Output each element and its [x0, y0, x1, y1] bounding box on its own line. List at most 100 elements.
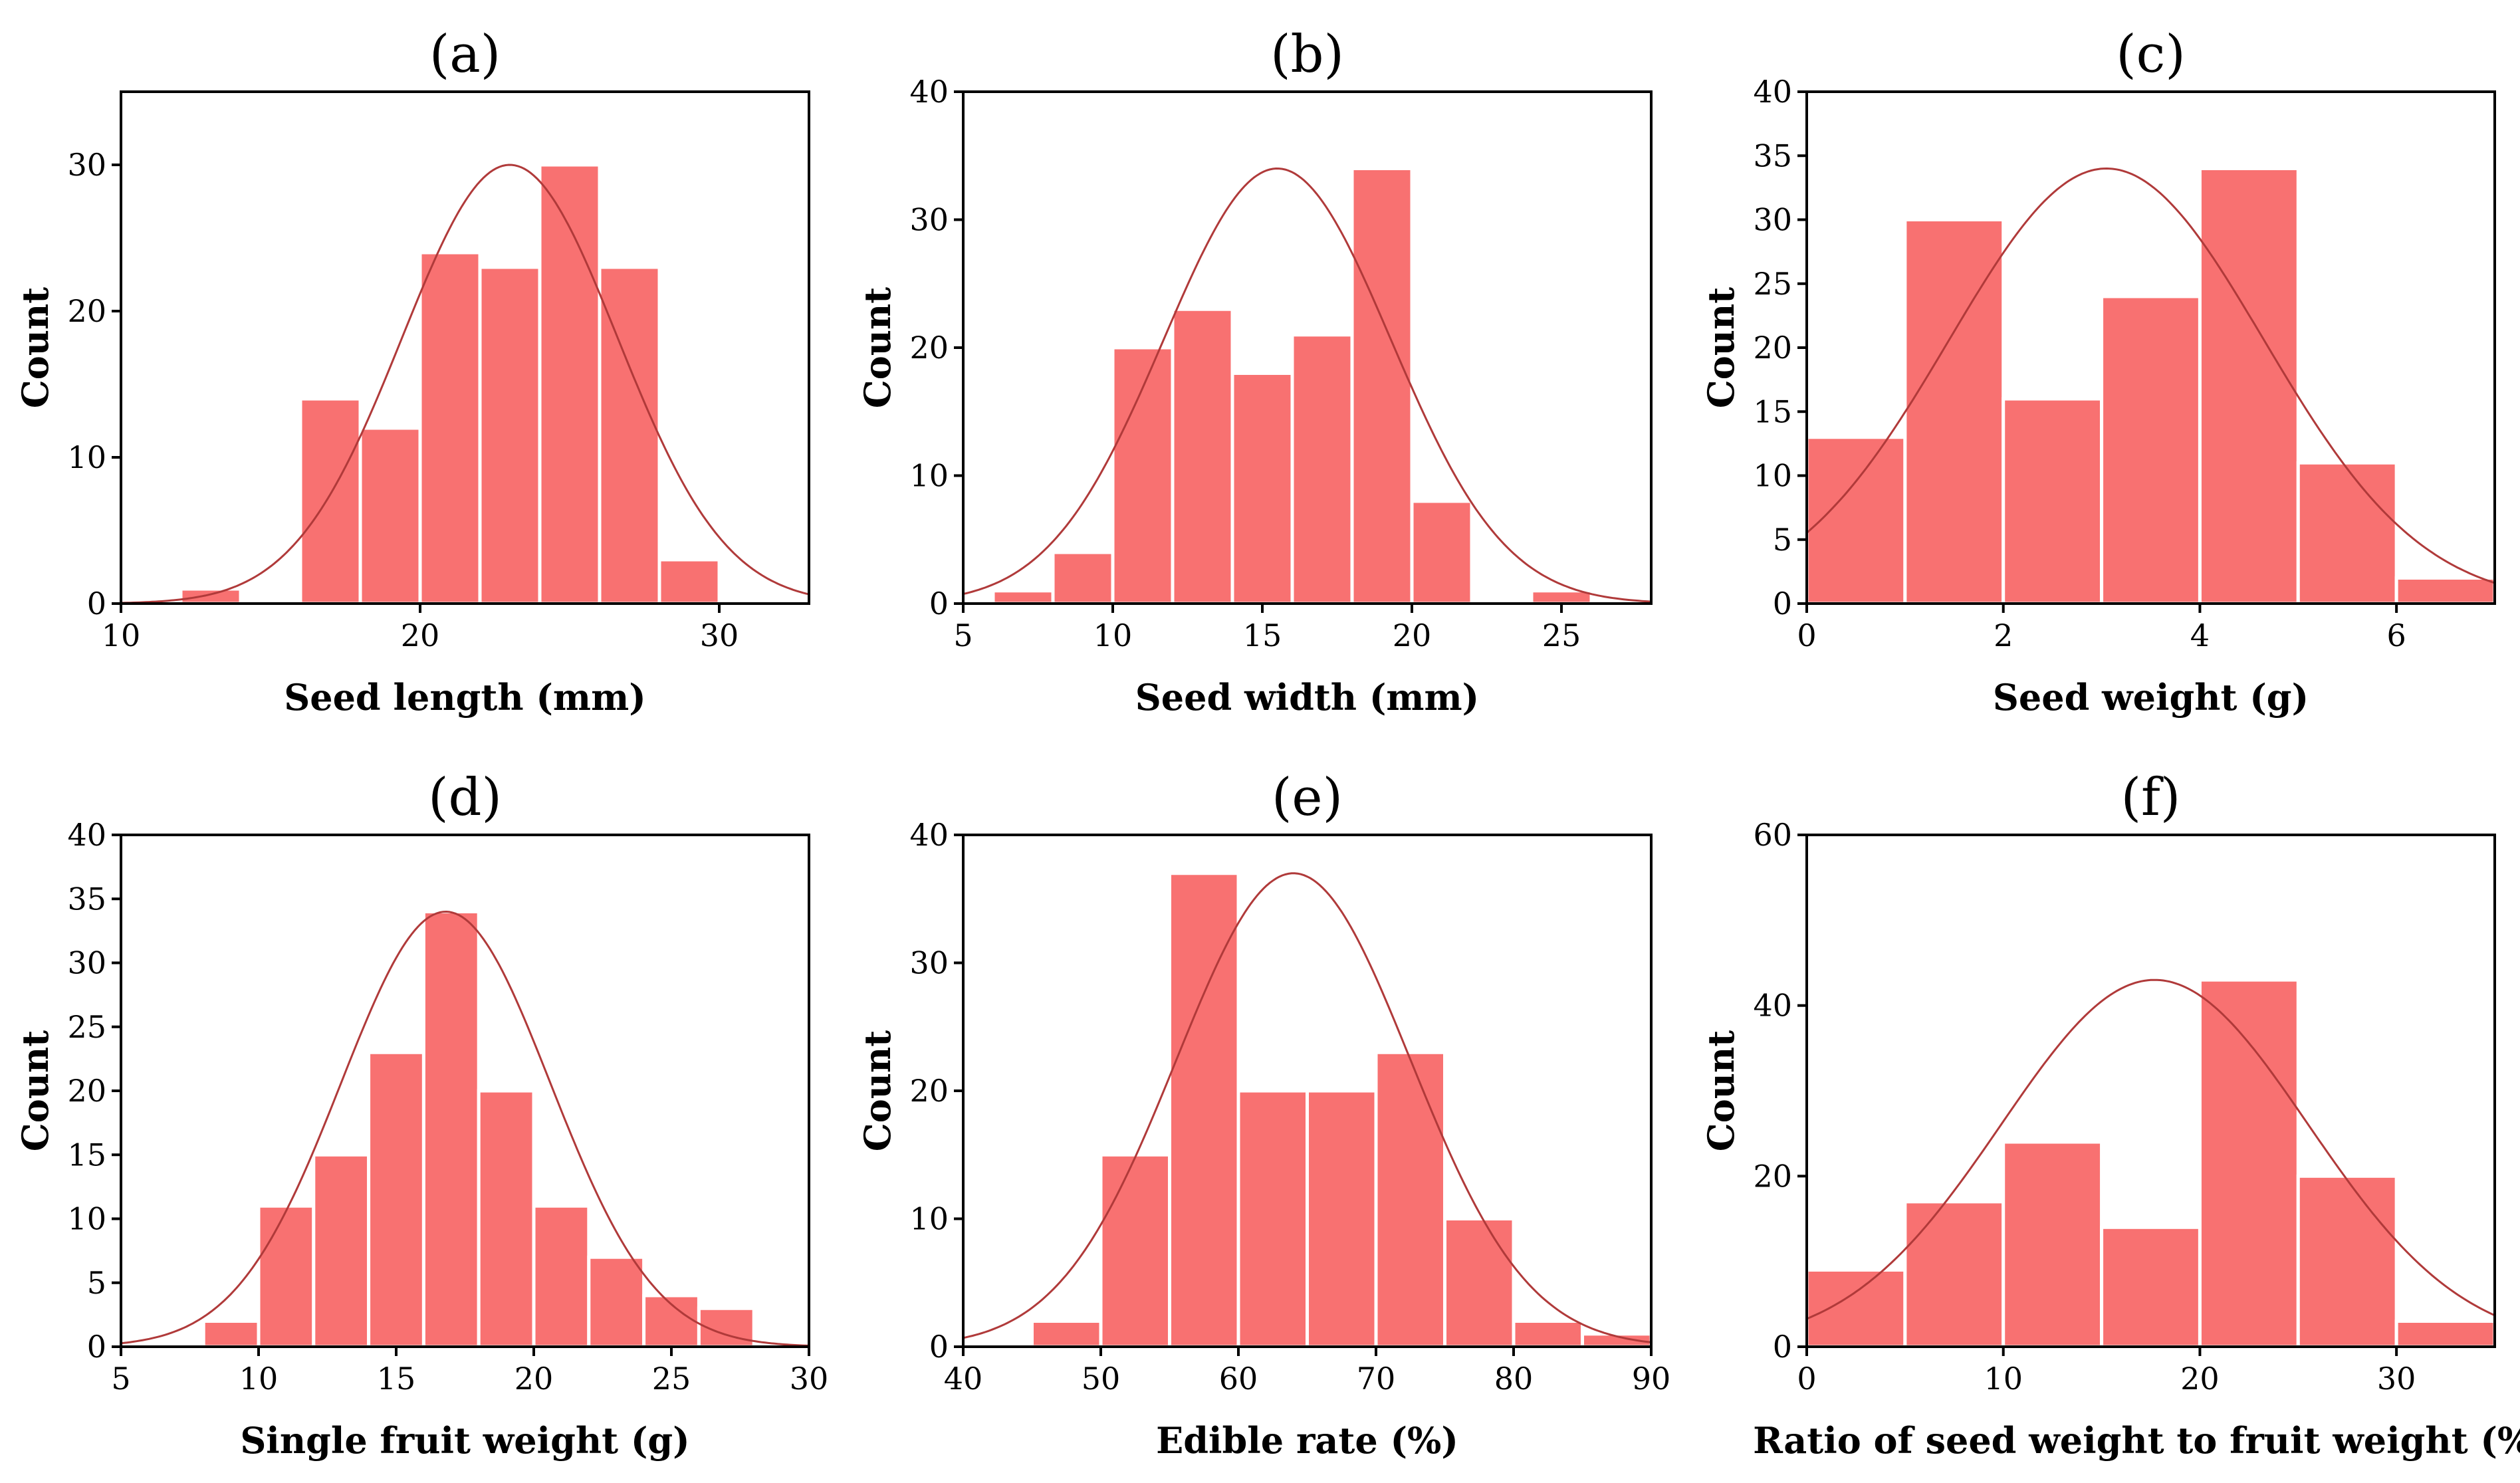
panel-title: (e) [1272, 768, 1343, 828]
y-tick-label: 40 [67, 817, 106, 853]
y-tick-label: 20 [67, 1073, 106, 1109]
histogram-bar [418, 251, 482, 604]
histogram-bar [358, 426, 422, 604]
histogram-bar [478, 265, 542, 604]
y-axis-label: Count [1700, 1030, 1742, 1152]
y-tick-label: 20 [1753, 1158, 1792, 1194]
y-axis-label: Count [14, 1030, 57, 1152]
x-tick-label: 15 [377, 1361, 416, 1397]
x-tick-label: 20 [1393, 618, 1432, 653]
y-tick-label: 30 [1753, 202, 1792, 238]
y-tick-label: 10 [1753, 458, 1792, 494]
histogram-bar [257, 1204, 316, 1347]
histogram-bar [1530, 589, 1593, 604]
histogram-bar [1168, 871, 1240, 1347]
x-axis-label: Edible rate (%) [1156, 1419, 1458, 1462]
x-tick-label: 2 [1994, 618, 2013, 653]
y-tick-label: 0 [1773, 1329, 1792, 1365]
normal-fit-curve [121, 164, 809, 604]
histogram-bar [2100, 1225, 2202, 1347]
x-tick-label: 30 [2377, 1361, 2416, 1397]
y-axis-label: Count [1700, 287, 1742, 409]
plot-frame [1805, 834, 2496, 1348]
bars [179, 163, 721, 604]
x-tick-label: 0 [1797, 618, 1816, 653]
histogram-bar [532, 1204, 591, 1347]
x-axis-label: Ratio of seed weight to fruit weight (%) [1753, 1419, 2520, 1462]
x-tick-label: 4 [2190, 618, 2210, 653]
histogram-bar [179, 587, 243, 604]
normal-fit-curve [963, 167, 1651, 603]
bars [1807, 167, 2495, 604]
histogram-bar [1290, 333, 1354, 604]
histogram-bar [2394, 576, 2495, 604]
x-tick-label: 15 [1243, 618, 1282, 653]
histogram-bar [2100, 294, 2202, 604]
y-axis-label: Count [856, 1030, 899, 1152]
chart-panel-5: 0 10 20 30 0 20 40 60 (f) Ratio of seed weight to… [1700, 768, 2520, 1462]
histogram-bar [477, 1089, 536, 1347]
histogram-bar [367, 1050, 425, 1347]
histogram-bar [2394, 1319, 2495, 1347]
y-tick-label: 30 [67, 945, 106, 981]
histogram-bar [201, 1319, 261, 1347]
y-tick-label: 10 [909, 1201, 949, 1237]
normal-fit-curve [963, 872, 1651, 1343]
x-tick-label: 5 [111, 1361, 130, 1397]
x-tick-label: 10 [239, 1361, 279, 1397]
panel-title: (f) [2121, 768, 2181, 828]
x-tick-label: 0 [1797, 1361, 1816, 1397]
histogram-bar [1807, 1268, 1907, 1347]
x-tick-label: 10 [1984, 1361, 2023, 1397]
histogram-bar [991, 589, 1055, 604]
histogram-bar [587, 1255, 646, 1347]
x-tick-label: 70 [1357, 1361, 1396, 1397]
bars [201, 910, 756, 1347]
plot-frame [120, 90, 810, 605]
histogram-bar [1306, 1089, 1378, 1347]
y-tick-label: 0 [929, 586, 949, 622]
normal-fit-curve [1807, 167, 2495, 584]
panel-title: (c) [2116, 25, 2186, 84]
y-tick-label: 10 [909, 458, 949, 494]
panel-title: (b) [1270, 25, 1344, 84]
x-axis-label: Seed length (mm) [284, 676, 646, 719]
histogram-bar [598, 265, 661, 604]
histogram-bar [1350, 167, 1414, 604]
x-tick-label: 50 [1082, 1361, 1121, 1397]
y-tick-label: 5 [87, 1265, 106, 1301]
x-tick-label: 6 [2387, 618, 2406, 653]
y-tick-label: 20 [909, 1073, 949, 1109]
y-tick-label: 35 [67, 881, 106, 917]
histogram-bar [1903, 1200, 2005, 1347]
x-tick-label: 90 [1632, 1361, 1671, 1397]
y-tick-label: 0 [87, 586, 106, 622]
bars [1030, 871, 1651, 1347]
x-tick-label: 80 [1494, 1361, 1534, 1397]
y-axis-label: Count [856, 287, 899, 409]
histogram-bar [657, 558, 721, 604]
x-tick-label: 25 [1542, 618, 1581, 653]
histogram-bar [312, 1153, 371, 1347]
x-tick-label: 10 [1093, 618, 1133, 653]
histogram-bar [1030, 1319, 1103, 1347]
histogram-bar [1099, 1153, 1171, 1347]
panel-title: (d) [428, 768, 502, 828]
y-tick-label: 10 [67, 439, 106, 475]
bars [991, 167, 1593, 604]
y-tick-label: 15 [1753, 394, 1792, 429]
x-tick-label: 20 [2180, 1361, 2220, 1397]
x-tick-label: 60 [1219, 1361, 1258, 1397]
y-tick-label: 0 [87, 1329, 106, 1365]
y-tick-label: 40 [1753, 988, 1792, 1024]
histogram-bar [2296, 1174, 2398, 1347]
x-tick-label: 10 [102, 618, 141, 653]
x-tick-label: 40 [944, 1361, 983, 1397]
histogram-bar [2002, 1140, 2104, 1347]
histogram-bar [1512, 1319, 1584, 1347]
x-tick-label: 25 [652, 1361, 691, 1397]
histogram-bar [1903, 218, 2005, 604]
x-axis-label: Seed width (mm) [1135, 676, 1479, 719]
y-tick-label: 40 [909, 817, 949, 853]
